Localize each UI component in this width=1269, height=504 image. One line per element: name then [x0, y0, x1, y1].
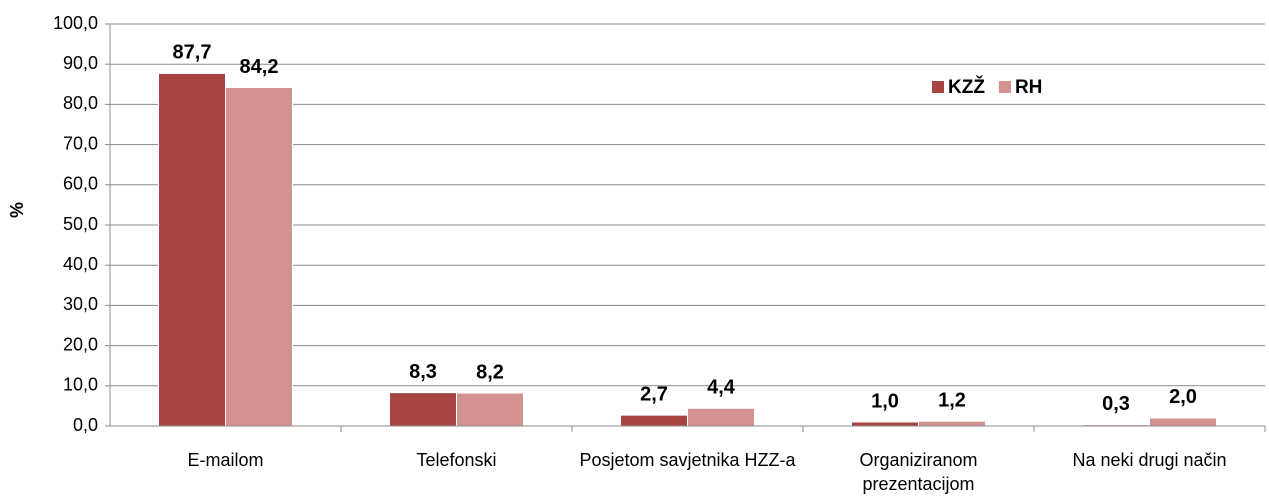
bar [225, 87, 293, 427]
y-tick-label: 20,0 [63, 334, 98, 354]
data-label: 8,2 [476, 361, 504, 383]
x-tick-label: Posjetom savjetnika HZZ-a [579, 450, 796, 470]
x-tick-label: Na neki drugi način [1072, 450, 1227, 470]
data-label: 2,0 [1169, 386, 1197, 408]
bar [620, 414, 688, 427]
y-tick-label: 40,0 [63, 254, 98, 274]
x-tick-label: Organiziranom prezentacijom [859, 450, 978, 494]
bar [918, 420, 986, 427]
y-tick-label: 60,0 [63, 174, 98, 194]
y-tick-label: 70,0 [63, 133, 98, 153]
bar [456, 392, 524, 427]
bar [389, 392, 457, 427]
y-tick-label: 30,0 [63, 294, 98, 314]
data-label: 8,3 [409, 361, 437, 383]
y-tick-label: 50,0 [63, 214, 98, 234]
data-label: 84,2 [240, 56, 279, 78]
y-tick-label: 10,0 [63, 375, 98, 395]
data-label: 2,7 [640, 383, 668, 405]
x-tick-label: E-mailom [187, 450, 264, 470]
data-label: 0,3 [1102, 393, 1130, 415]
legend-label: KZŽ [948, 76, 985, 98]
legend-label: RH [1015, 77, 1042, 98]
bar [1149, 417, 1217, 427]
data-label: 1,0 [871, 390, 899, 412]
x-tick-label: Telefonski [416, 450, 497, 470]
data-label: 87,7 [173, 42, 212, 64]
y-axis-label: % [7, 202, 27, 218]
y-tick-label: 90,0 [63, 53, 98, 73]
y-tick-label: 100,0 [53, 13, 98, 33]
y-tick-label: 0,0 [73, 415, 98, 435]
bar [158, 72, 226, 427]
legend-swatch [998, 81, 1011, 93]
legend-swatch [932, 81, 944, 93]
bar [851, 421, 919, 427]
data-label: 1,2 [938, 389, 966, 411]
bar [687, 407, 755, 427]
data-label: 4,4 [707, 377, 736, 399]
y-tick-label: 80,0 [63, 93, 98, 113]
